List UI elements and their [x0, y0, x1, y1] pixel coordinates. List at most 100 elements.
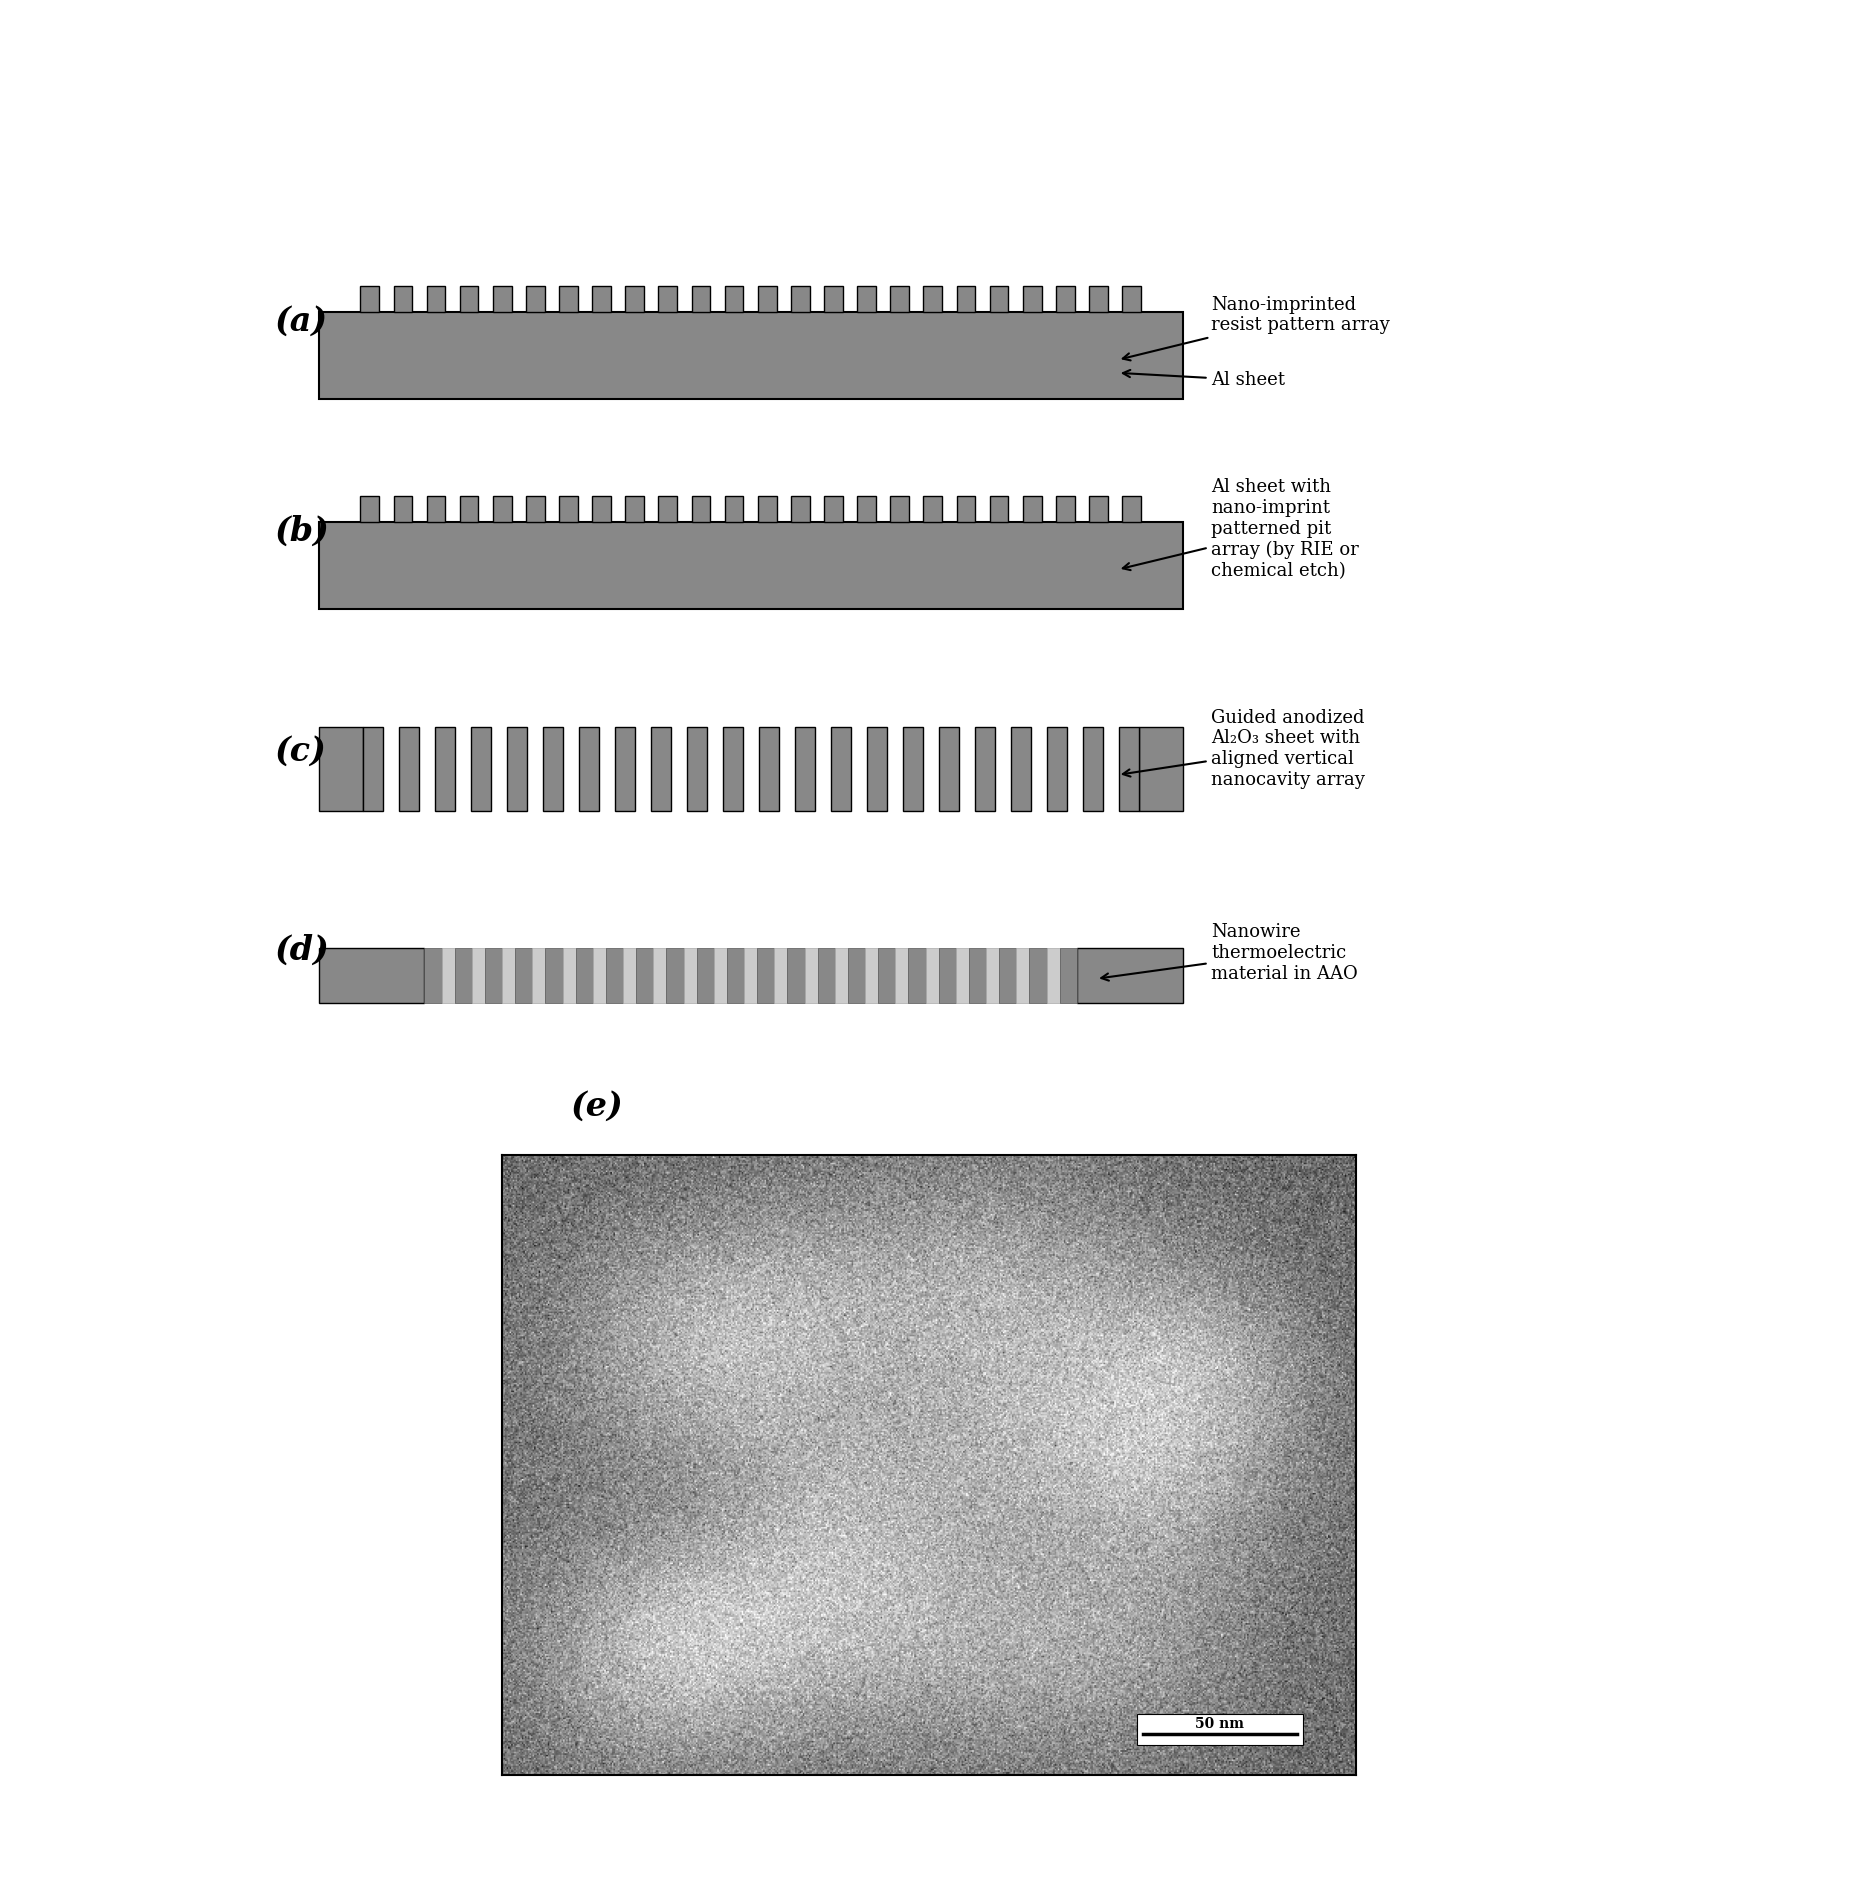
Bar — [635, 948, 654, 1003]
Bar — [990, 285, 1008, 312]
Bar — [687, 727, 706, 811]
Bar — [459, 285, 479, 312]
Bar — [626, 285, 644, 312]
Bar — [1058, 948, 1077, 1003]
Bar — [1122, 496, 1140, 522]
Bar — [1029, 948, 1045, 1003]
Bar — [856, 285, 875, 312]
Bar — [890, 285, 908, 312]
Bar — [726, 948, 745, 1003]
Text: (d): (d) — [275, 933, 331, 967]
Bar — [578, 727, 598, 811]
Bar — [526, 285, 544, 312]
Bar — [592, 285, 611, 312]
Bar — [360, 285, 379, 312]
Bar — [791, 496, 810, 522]
Bar — [758, 727, 778, 811]
Text: Al sheet: Al sheet — [1122, 370, 1285, 389]
Bar — [435, 727, 455, 811]
Bar — [455, 948, 472, 1003]
Bar — [825, 285, 843, 312]
Bar — [908, 948, 925, 1003]
Bar — [514, 948, 533, 1003]
Bar — [696, 948, 713, 1003]
Bar — [745, 948, 756, 1003]
Bar — [492, 285, 511, 312]
Bar — [319, 522, 1181, 608]
Bar — [1083, 727, 1101, 811]
Bar — [526, 496, 544, 522]
Bar — [999, 948, 1016, 1003]
Bar — [399, 727, 418, 811]
Bar — [654, 948, 667, 1003]
Bar — [470, 727, 490, 811]
Bar — [795, 727, 813, 811]
Bar — [847, 948, 865, 1003]
Bar — [1021, 285, 1042, 312]
Bar — [967, 948, 986, 1003]
Bar — [691, 496, 709, 522]
Bar — [423, 948, 442, 1003]
Bar — [360, 496, 379, 522]
Bar — [576, 948, 592, 1003]
Bar — [791, 285, 810, 312]
Bar — [691, 285, 709, 312]
Text: (a): (a) — [275, 304, 329, 338]
Bar — [1045, 948, 1058, 1003]
Bar — [834, 948, 847, 1003]
Bar — [485, 948, 501, 1003]
Bar — [825, 496, 843, 522]
Bar — [1010, 727, 1031, 811]
Bar — [459, 496, 479, 522]
Text: (b): (b) — [275, 515, 331, 548]
Bar — [895, 948, 908, 1003]
Bar — [925, 948, 938, 1003]
Bar — [938, 948, 954, 1003]
Bar — [817, 948, 834, 1003]
Bar — [427, 285, 446, 312]
Bar — [559, 285, 578, 312]
Bar — [903, 727, 923, 811]
Bar — [956, 285, 975, 312]
Bar — [546, 948, 563, 1003]
Bar — [472, 948, 485, 1003]
Bar — [865, 727, 886, 811]
Text: Guided anodized
Al₂O₃ sheet with
aligned vertical
nanocavity array: Guided anodized Al₂O₃ sheet with aligned… — [1122, 708, 1365, 789]
Bar — [758, 496, 776, 522]
Bar — [319, 312, 1181, 398]
Bar — [394, 496, 412, 522]
Bar — [804, 948, 817, 1003]
Text: (c): (c) — [275, 734, 327, 768]
Bar — [923, 496, 941, 522]
Bar — [394, 285, 412, 312]
Bar — [756, 948, 774, 1003]
Bar — [559, 496, 578, 522]
Bar — [501, 948, 514, 1003]
Bar — [592, 948, 605, 1003]
Text: 50 nm: 50 nm — [1194, 1716, 1244, 1732]
Bar — [1136, 1715, 1302, 1745]
Text: Nano-imprinted
resist pattern array: Nano-imprinted resist pattern array — [1122, 295, 1389, 361]
Bar — [683, 948, 696, 1003]
Bar — [542, 727, 563, 811]
Bar — [865, 948, 878, 1003]
Bar — [1055, 496, 1073, 522]
Bar — [1021, 496, 1042, 522]
Bar — [319, 948, 423, 1003]
Bar — [1077, 948, 1181, 1003]
Bar — [650, 727, 670, 811]
Bar — [1055, 285, 1073, 312]
Bar — [722, 727, 743, 811]
Bar — [986, 948, 999, 1003]
Bar — [563, 948, 576, 1003]
Bar — [1122, 285, 1140, 312]
Bar — [622, 948, 635, 1003]
Bar — [362, 727, 383, 811]
Bar — [442, 948, 455, 1003]
Bar — [713, 948, 726, 1003]
Bar — [774, 948, 787, 1003]
Bar — [878, 948, 895, 1003]
Bar — [1045, 727, 1066, 811]
Bar — [990, 496, 1008, 522]
Bar — [923, 285, 941, 312]
